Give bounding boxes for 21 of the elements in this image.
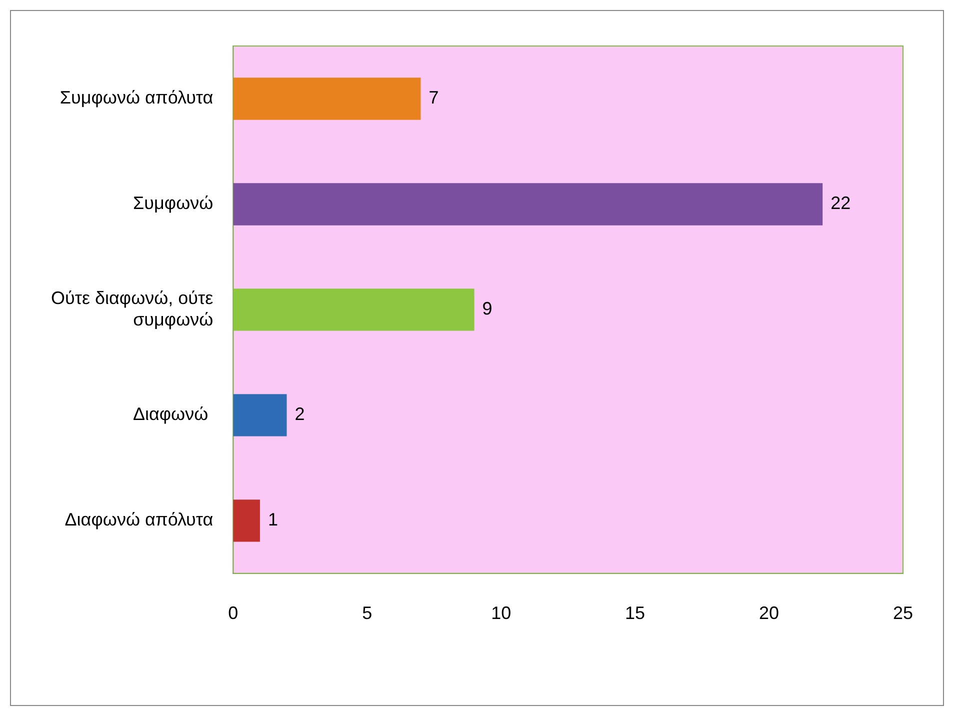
data-label: 22 xyxy=(830,193,851,214)
x-tick-label: 5 xyxy=(362,603,372,624)
data-label: 7 xyxy=(428,88,439,108)
bar xyxy=(233,288,474,331)
x-tick-label: 20 xyxy=(759,603,780,624)
bar xyxy=(233,500,260,542)
data-label: 9 xyxy=(482,298,492,319)
y-tick-label: Συμφωνώ xyxy=(133,193,214,214)
x-tick-label: 15 xyxy=(625,603,646,624)
y-tick-label: Ούτε διαφωνώ, ούτε συμφωνώ xyxy=(50,288,214,330)
bar xyxy=(233,394,287,436)
x-tick-label: 10 xyxy=(491,603,512,624)
x-tick-label: 0 xyxy=(228,603,238,624)
y-tick-label: Διαφωνώ xyxy=(132,404,214,424)
y-tick-label: Διαφωνώ απόλυτα xyxy=(64,510,214,530)
x-tick-label: 25 xyxy=(892,603,914,624)
y-tick-label: Συμφωνώ απόλυτα xyxy=(60,88,214,108)
data-label: 1 xyxy=(268,510,278,530)
data-label: 2 xyxy=(294,404,305,424)
bar xyxy=(233,183,823,226)
bar xyxy=(233,78,421,120)
